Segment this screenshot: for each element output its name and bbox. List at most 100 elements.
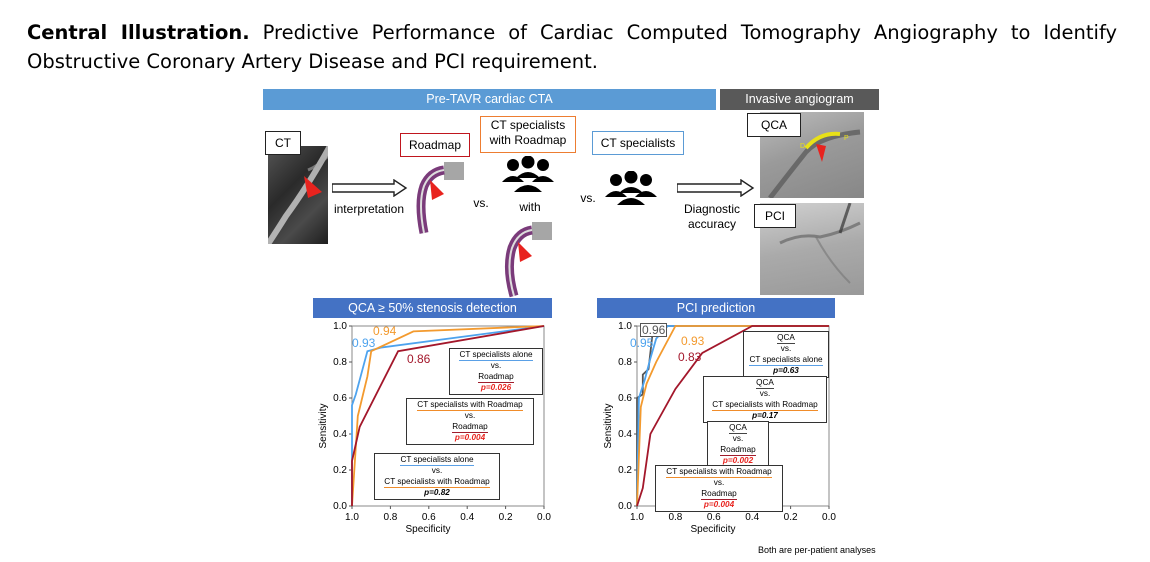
y-axis-label: Sensitivity — [603, 403, 614, 448]
ct-specialists-box: CT specialists — [592, 131, 684, 155]
cmp-p: p=0.002 — [722, 455, 754, 465]
roc-line-roadmap — [351, 325, 545, 506]
x-axis-label: Specificity — [690, 524, 735, 535]
chart2-comparison-1: QCA vs. CT specialists alone p=0.63 — [743, 331, 829, 378]
cmp-p: p=0.82 — [424, 487, 450, 497]
y-tick-label: 0.2 — [618, 465, 632, 476]
chart1-comparison-1: CT specialists alone vs. Roadmap p=0.026 — [449, 348, 543, 395]
y-tick-label: 0.8 — [618, 357, 632, 368]
ct-label-box: CT — [265, 131, 301, 155]
qca-p-label: P — [844, 135, 849, 142]
x-tick-label: 0.4 — [460, 512, 474, 523]
y-tick-label: 1.0 — [618, 321, 632, 332]
cmp-p: p=0.63 — [773, 365, 799, 375]
x-axis-label: Specificity — [405, 524, 450, 535]
caption-bold: Central Illustration. — [27, 21, 250, 44]
chart2-auc-red: 0.83 — [678, 350, 702, 364]
qca-vessel-graphic: D P — [768, 129, 861, 200]
chart2-title: PCI prediction — [597, 298, 835, 318]
chart2-comparison-4: CT specialists with Roadmap vs. Roadmap … — [655, 465, 783, 512]
pci-label-box: PCI — [754, 204, 796, 228]
cmp-b: Roadmap — [478, 371, 514, 383]
roadmap-label-box: Roadmap — [400, 133, 470, 157]
chart2-auc-blue: 0.95 — [630, 336, 654, 350]
cmp-p: p=0.004 — [454, 432, 486, 442]
cmp-vs: vs. — [431, 466, 443, 475]
x-tick-label: 0.8 — [668, 512, 682, 523]
y-axis-label: Sensitivity — [318, 403, 329, 448]
invasive-header: Invasive angiogram — [720, 89, 879, 110]
y-tick-label: 0.6 — [618, 393, 632, 404]
roc-line-ct-specialists-alone — [636, 325, 829, 507]
cmp-p: p=0.026 — [480, 382, 512, 392]
chart2-auc-dark: 0.96 — [640, 323, 668, 337]
cmp-b: Roadmap — [452, 421, 488, 433]
chart2-comparison-3: QCA vs. Roadmap p=0.002 — [707, 421, 769, 468]
chart2-auc-orange: 0.93 — [681, 334, 705, 348]
y-tick-label: 0.0 — [618, 501, 632, 512]
chart1-comparison-3: CT specialists alone vs. CT specialists … — [374, 453, 500, 500]
chart1-auc-orange: 0.94 — [373, 324, 397, 338]
qca-label-box: QCA — [747, 113, 801, 137]
vs-label-1: vs. — [473, 196, 489, 210]
chart1-title: QCA ≥ 50% stenosis detection — [313, 298, 552, 318]
cmp-a: CT specialists with Roadmap — [666, 467, 772, 478]
cmp-b: Roadmap — [720, 444, 756, 456]
cmp-b: CT specialists alone — [749, 354, 823, 366]
x-tick-label: 0.2 — [499, 512, 513, 523]
y-tick-label: 0.0 — [333, 501, 347, 512]
cmp-b: Roadmap — [701, 488, 737, 500]
cmp-vs: vs. — [713, 478, 725, 487]
x-tick-label: 0.0 — [537, 512, 551, 523]
x-tick-label: 1.0 — [630, 512, 644, 523]
y-tick-label: 0.4 — [618, 429, 632, 440]
caption-text: Predictive Performance of Cardiac Comput… — [27, 21, 1118, 73]
x-tick-label: 0.4 — [745, 512, 759, 523]
cmp-vs: vs. — [464, 411, 476, 420]
cmp-vs: vs. — [759, 389, 771, 398]
vs-label-2: vs. — [580, 191, 596, 205]
qca-arrow-icon — [816, 144, 826, 162]
roadmap-arrow-icon — [430, 180, 444, 200]
ct-vessel-graphic — [265, 144, 333, 246]
cmp-a: QCA — [756, 378, 774, 389]
stenosis-arrow-icon — [304, 176, 322, 198]
footnote: Both are per-patient analyses — [758, 545, 876, 555]
roc-line-ct-specialists-with-roadmap — [636, 325, 829, 507]
x-tick-label: 0.2 — [784, 512, 798, 523]
cmp-b: CT specialists with Roadmap — [384, 476, 490, 488]
y-tick-label: 0.8 — [333, 357, 347, 368]
cmp-vs: vs. — [780, 344, 792, 353]
qca-d-label: D — [800, 143, 805, 150]
ct-spec-roadmap-box: CT specialists with Roadmap — [480, 116, 576, 153]
cmp-p: p=0.004 — [703, 499, 735, 509]
ct-spec-roadmap-people-icon — [502, 156, 554, 192]
interpretation-arrow-icon — [332, 179, 408, 197]
x-tick-label: 0.6 — [422, 512, 436, 523]
x-tick-label: 1.0 — [345, 512, 359, 523]
cmp-b: CT specialists with Roadmap — [712, 399, 818, 411]
cta-header: Pre-TAVR cardiac CTA — [263, 89, 716, 110]
x-tick-label: 0.8 — [383, 512, 397, 523]
ct-image — [265, 144, 333, 246]
roc-line-roadmap — [636, 325, 829, 507]
chart1-comparison-2: CT specialists with Roadmap vs. Roadmap … — [406, 398, 534, 445]
diagnostic-arrow-icon — [677, 179, 755, 197]
cmp-a: CT specialists alone — [400, 455, 474, 466]
with-label: with — [519, 200, 541, 214]
cmp-vs: vs. — [732, 434, 744, 443]
diagnostic-accuracy-label: Diagnostic accuracy — [683, 202, 741, 231]
roc-line-ct-specialists-with-roadmap — [351, 325, 545, 507]
cmp-vs: vs. — [490, 361, 502, 370]
y-tick-label: 0.4 — [333, 429, 347, 440]
cmp-a: CT specialists alone — [459, 350, 533, 361]
roc-line-ct-specialists-alone — [351, 325, 545, 506]
y-tick-label: 0.2 — [333, 465, 347, 476]
chart2-comparison-2: QCA vs. CT specialists with Roadmap p=0.… — [703, 376, 827, 423]
cmp-a: CT specialists with Roadmap — [417, 400, 523, 411]
y-tick-label: 1.0 — [333, 321, 347, 332]
pci-vessel-graphic — [779, 202, 861, 284]
with-roadmap-arrow-icon — [518, 242, 532, 262]
chart1-auc-red: 0.86 — [407, 352, 431, 366]
figure-caption: Central Illustration. Predictive Perform… — [27, 18, 1117, 76]
